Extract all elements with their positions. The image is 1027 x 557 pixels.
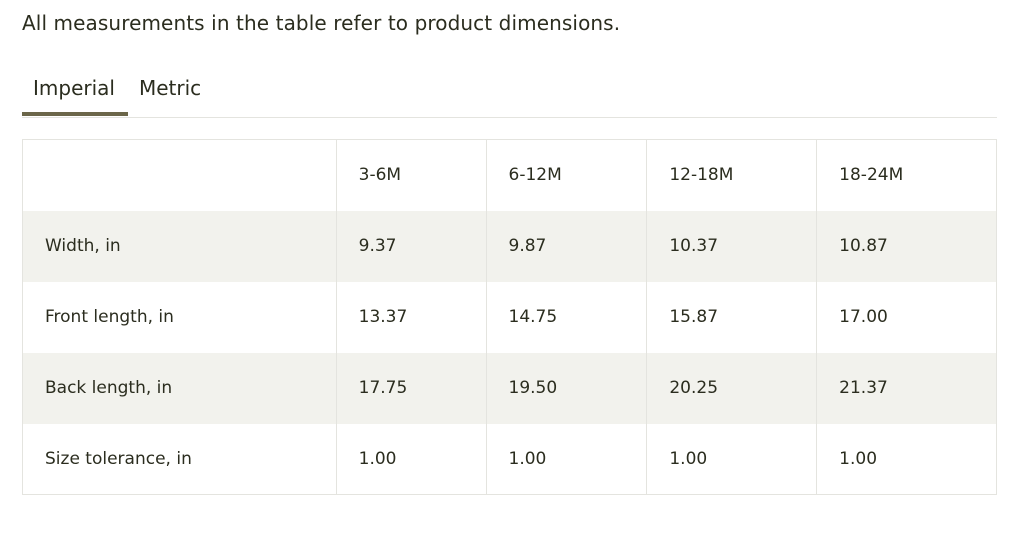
table-header-row: 3-6M 6-12M 12-18M 18-24M: [23, 139, 997, 211]
table-cell: 1.00: [335, 423, 486, 495]
table-cell: 9.37: [335, 210, 486, 282]
column-header: 12-18M: [646, 139, 817, 211]
table-cell: 1.00: [485, 423, 647, 495]
row-label: Width, in: [22, 210, 337, 282]
row-label: Front length, in: [45, 307, 174, 327]
table-cell: 14.75: [485, 281, 647, 353]
measurements-note: All measurements in the table refer to p…: [22, 11, 621, 35]
table-cell: 15.87: [646, 281, 817, 353]
table-cell: 1.00: [646, 423, 817, 495]
table-row: Width, in 9.37 9.87 10.37 10.87: [22, 210, 997, 282]
table-cell: 10.87: [816, 210, 997, 282]
table-cell: 13.37: [335, 281, 486, 353]
unit-tabs: Imperial Metric: [22, 66, 997, 118]
active-tab-indicator: [22, 112, 128, 116]
table-corner-cell: [23, 140, 337, 211]
row-label: Size tolerance, in: [45, 448, 192, 469]
table-cell: 19.50: [485, 352, 647, 424]
size-chart-table: 3-6M 6-12M 12-18M 18-24M Width, in 9.37 …: [22, 139, 997, 495]
table-row: Size tolerance, in 1.00 1.00 1.00 1.00: [23, 423, 997, 495]
table-cell: 10.37: [646, 210, 817, 282]
table-cell: 1.00: [816, 423, 997, 495]
table-cell: 9.87: [485, 210, 647, 282]
table-cell: 17.75: [335, 352, 486, 424]
table-cell: 21.37: [816, 352, 997, 424]
column-header: 6-12M: [485, 139, 647, 211]
table-row: Back length, in 17.75 19.50 20.25 21.37: [22, 352, 997, 424]
table-cell: 20.25: [646, 352, 817, 424]
table-row: Front length, in 13.37 14.75 15.87 17.00: [23, 281, 997, 353]
column-header: 3-6M: [335, 139, 486, 211]
column-header: 18-24M: [816, 139, 997, 211]
row-label: Back length, in: [22, 352, 337, 424]
tab-imperial[interactable]: Imperial: [33, 76, 115, 100]
table-cell: 17.00: [816, 281, 997, 353]
tab-metric[interactable]: Metric: [139, 76, 202, 100]
